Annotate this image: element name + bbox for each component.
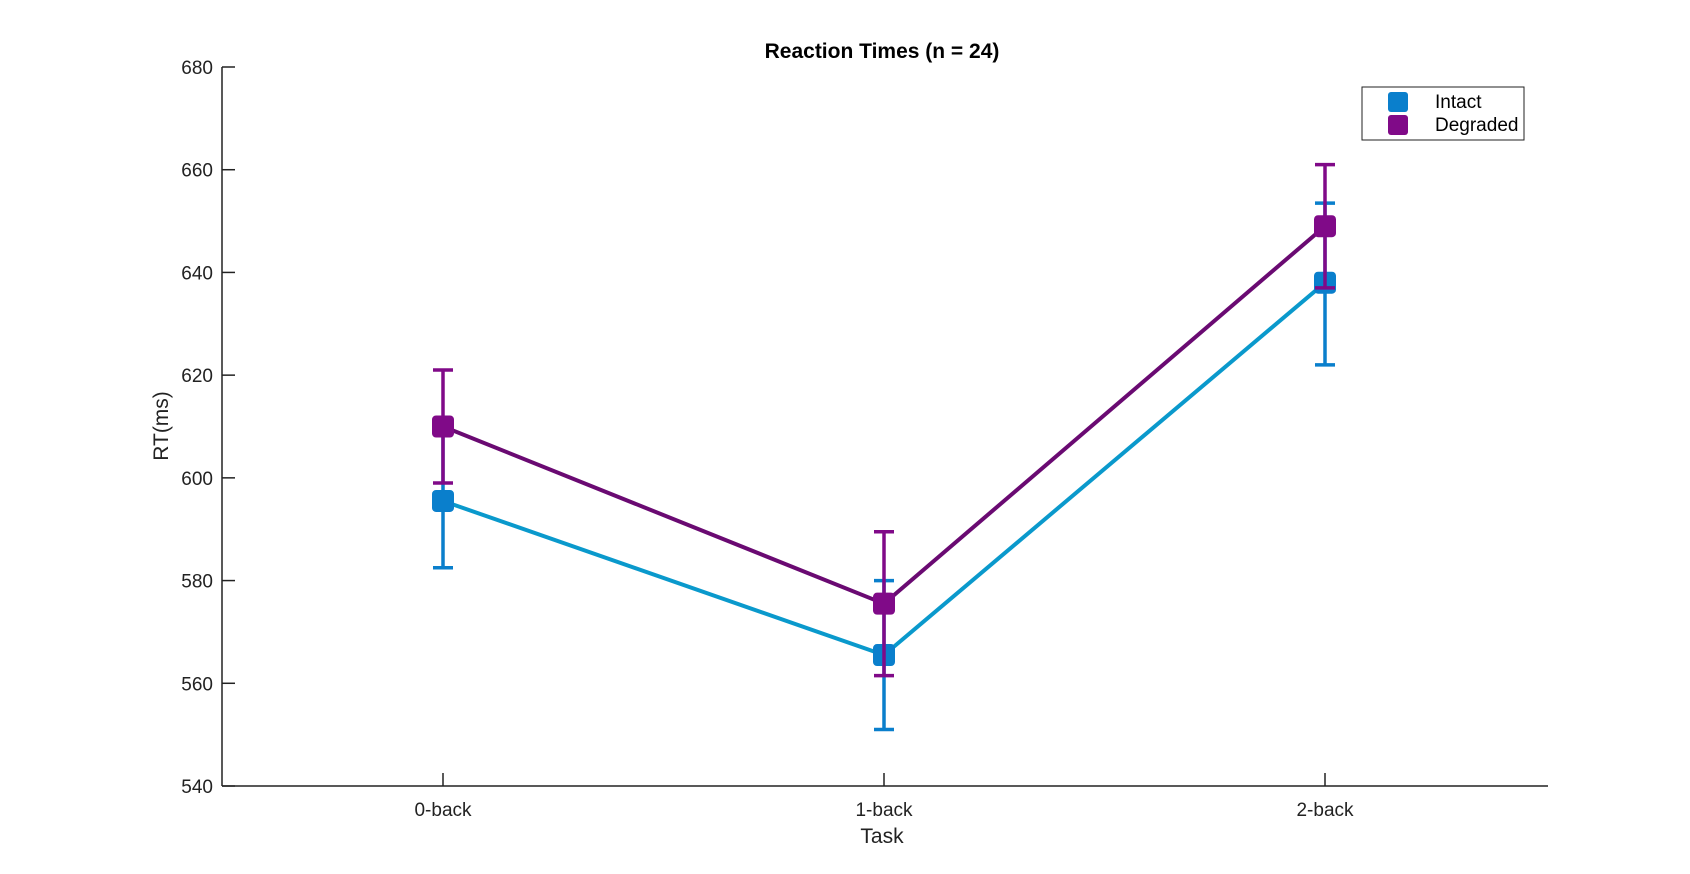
y-tick-label: 620: [181, 366, 213, 387]
x-tick-label: 2-back: [1296, 800, 1354, 821]
data-point-marker: [432, 415, 454, 438]
chart-title: Reaction Times (n = 24): [765, 40, 1000, 63]
y-tick-label: 580: [181, 572, 213, 593]
y-tick-label: 600: [181, 469, 213, 490]
axes: 540 560 580 600 620 640 660 680 0-back 1-back 2-ba…: [181, 58, 1548, 821]
y-tick-label: 660: [181, 161, 213, 182]
x-axis-label: Task: [860, 825, 904, 848]
legend-label-intact: Intact: [1435, 92, 1482, 113]
data-point-marker: [873, 592, 895, 615]
y-tick-label: 640: [181, 263, 213, 284]
data-point-marker: [1314, 215, 1336, 238]
data-point-marker: [432, 489, 454, 512]
y-tick-label: 540: [181, 777, 213, 798]
legend-marker-degraded: [1388, 115, 1408, 135]
legend-label-degraded: Degraded: [1435, 115, 1518, 136]
series-layer: [432, 162, 1336, 732]
y-tick-label: 680: [181, 58, 213, 79]
y-axis-label: RT(ms): [150, 391, 173, 461]
series-degraded: [432, 162, 1336, 678]
legend-marker-intact: [1388, 92, 1408, 112]
x-tick-label: 1-back: [855, 800, 913, 821]
y-tick-label: 560: [181, 674, 213, 695]
x-tick-label: 0-back: [414, 800, 472, 821]
